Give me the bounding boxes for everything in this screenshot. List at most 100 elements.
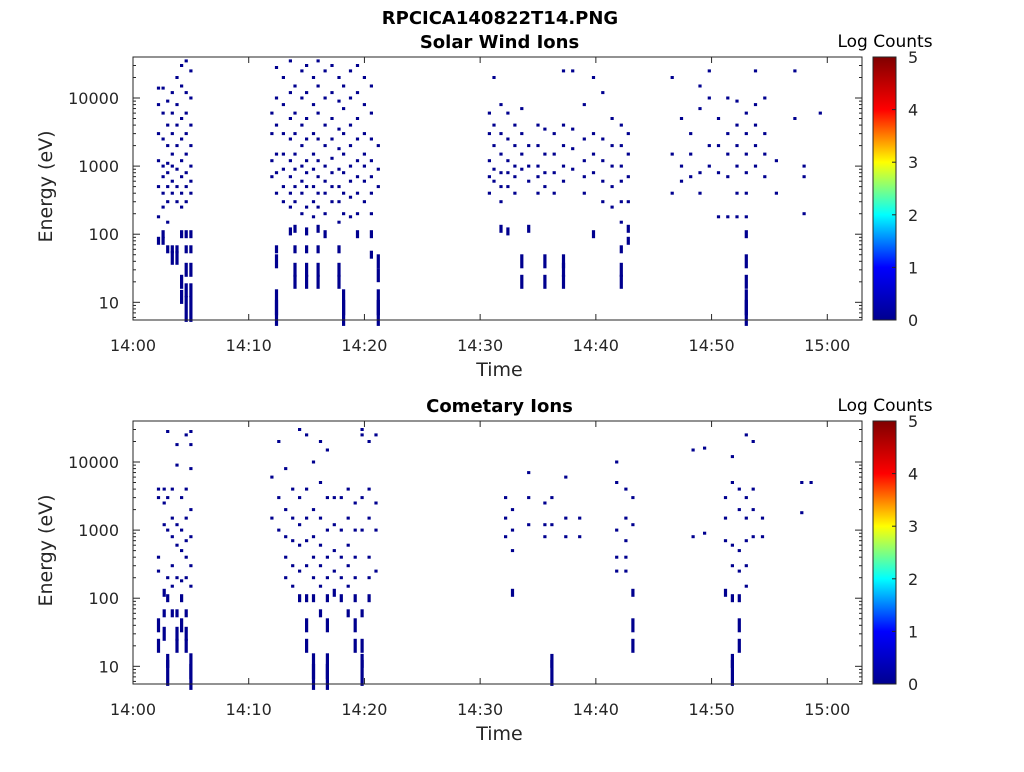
data-cell <box>330 137 334 141</box>
data-cell <box>619 123 623 127</box>
data-cell <box>689 175 693 179</box>
data-cell <box>189 443 193 447</box>
data-cell <box>561 262 566 277</box>
data-cell <box>726 96 730 100</box>
data-cell <box>337 127 341 131</box>
data-cell <box>342 84 346 88</box>
y-tick-label: 10000 <box>68 453 119 472</box>
data-cell <box>156 185 161 189</box>
data-cell <box>513 191 517 195</box>
data-cell <box>342 132 346 136</box>
data-cell <box>744 111 748 115</box>
data-cell <box>774 159 778 163</box>
x-tick-label: 15:00 <box>804 700 850 719</box>
data-cell <box>189 245 193 254</box>
data-cell <box>610 144 614 148</box>
data-cell <box>180 230 184 239</box>
data-cell <box>156 487 161 491</box>
data-cell <box>175 576 179 580</box>
data-cell <box>337 185 341 189</box>
data-cell <box>175 185 179 189</box>
data-cell <box>161 86 165 90</box>
data-cell <box>305 487 309 491</box>
data-cell <box>346 543 350 547</box>
data-cell <box>293 84 297 88</box>
data-cell <box>316 137 320 141</box>
data-cell <box>156 215 161 219</box>
data-cell <box>360 659 364 686</box>
data-cell <box>270 475 274 479</box>
data-cell <box>346 584 350 588</box>
data-cell <box>353 618 357 633</box>
data-cell <box>175 144 179 148</box>
data-cell <box>316 175 320 179</box>
data-cell <box>330 200 334 204</box>
data-cell <box>360 433 364 437</box>
data-cell <box>723 539 728 543</box>
data-cell <box>348 144 353 148</box>
page-title: RPCICA140822T14.PNG <box>382 8 618 29</box>
data-cell <box>550 659 554 686</box>
data-cell <box>284 535 288 539</box>
data-cell <box>800 481 804 484</box>
data-cell <box>564 535 568 539</box>
data-cell <box>277 440 281 443</box>
data-cell <box>337 99 341 103</box>
data-cell <box>305 117 309 120</box>
data-cell <box>591 171 596 175</box>
data-cell <box>175 76 179 79</box>
data-cell <box>156 159 161 163</box>
data-cell <box>679 164 684 168</box>
data-cell <box>564 516 568 520</box>
data-cell <box>175 245 179 254</box>
data-cell <box>156 618 161 633</box>
colorbar-tick-label: 1 <box>908 258 918 277</box>
data-cell <box>753 69 758 73</box>
data-cell <box>175 250 179 265</box>
data-cell <box>277 528 281 532</box>
data-cell <box>189 262 193 277</box>
data-cell <box>624 555 628 559</box>
data-cell <box>619 179 623 183</box>
data-cell <box>369 137 373 141</box>
data-cell <box>300 96 304 100</box>
colorbar-tick-label: 4 <box>908 465 918 484</box>
data-cell <box>691 535 695 539</box>
data-cell <box>166 430 170 433</box>
data-cell <box>744 191 748 195</box>
data-cell <box>631 618 635 633</box>
data-cell <box>316 245 320 254</box>
data-cell <box>184 283 188 298</box>
data-cell <box>175 523 179 527</box>
data-cell <box>305 137 309 141</box>
data-cell <box>189 584 193 588</box>
data-cell <box>578 535 582 539</box>
data-cell <box>626 200 630 204</box>
data-cell <box>170 250 174 265</box>
data-cell <box>367 594 371 603</box>
data-cell <box>161 164 165 168</box>
data-cell <box>170 132 174 136</box>
data-cell <box>353 501 357 505</box>
data-cell <box>291 564 295 568</box>
data-cell <box>318 584 323 588</box>
data-cell <box>311 663 316 690</box>
data-cell <box>591 76 596 79</box>
data-cell <box>318 481 323 484</box>
data-cell <box>506 137 510 141</box>
data-cell <box>184 111 188 115</box>
data-marks <box>156 59 822 326</box>
data-cell <box>601 137 605 141</box>
data-cell <box>274 123 279 127</box>
data-cell <box>339 576 343 580</box>
data-cell <box>499 224 503 233</box>
data-cell <box>601 179 605 183</box>
x-tick-label: 14:00 <box>110 700 156 719</box>
data-cell <box>520 132 524 136</box>
data-cell <box>506 227 510 236</box>
data-cell <box>610 185 614 189</box>
colorbar-tick-label: 2 <box>908 206 918 225</box>
data-cell <box>615 569 619 573</box>
data-cell <box>582 191 586 195</box>
data-cell <box>342 191 346 195</box>
